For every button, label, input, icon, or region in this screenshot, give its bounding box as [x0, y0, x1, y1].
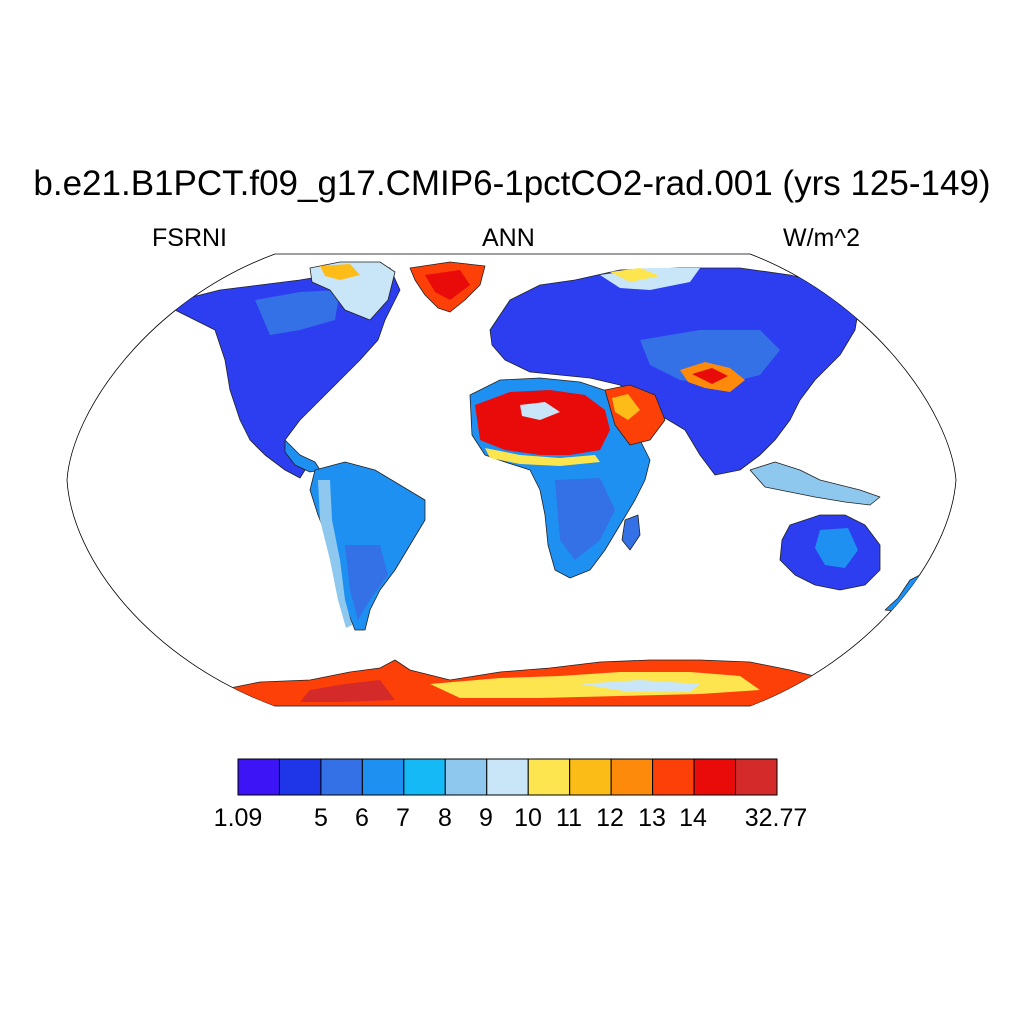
region-new-zealand [884, 574, 926, 613]
colorbar-label: 1.09 [213, 804, 263, 832]
colorbar-box [486, 758, 529, 796]
region-madagascar [621, 514, 641, 551]
colorbar-label: 14 [679, 804, 707, 832]
colorbar-label: 9 [479, 804, 493, 832]
colorbar-label: 10 [514, 804, 542, 832]
colorbar-box [237, 758, 280, 796]
colorbar-box [652, 758, 695, 796]
variable-label: FSRNI [152, 224, 227, 252]
region-north-america-highlands [255, 290, 340, 335]
colorbar-box [361, 758, 405, 796]
colorbar-label: 11 [556, 804, 582, 832]
colorbar-box [610, 758, 654, 796]
region-maritime-se-asia [749, 461, 881, 506]
region-arctic-coast-warm [610, 268, 660, 282]
region-sahara [475, 390, 610, 455]
colorbar-label: 13 [638, 804, 666, 832]
colorbar-box [444, 758, 488, 796]
figure-title: b.e21.B1PCT.f09_g17.CMIP6-1pctCO2-rad.00… [33, 164, 991, 203]
region-sahara-pale [520, 402, 560, 420]
region-greenland-core [425, 270, 470, 300]
region-central-africa [555, 478, 615, 560]
colorbar-box [278, 758, 322, 796]
colorbar-label: 5 [314, 804, 328, 832]
units-label: W/m^2 [783, 224, 861, 252]
region-antarctica-ice [580, 680, 700, 692]
region-south-america-south [345, 545, 388, 620]
colorbar-box [693, 758, 737, 796]
colorbar-box [403, 758, 446, 796]
colorbar-label: 6 [355, 804, 369, 832]
region-south-america-andes [318, 480, 352, 628]
colorbar-box [735, 758, 778, 796]
region-antarctica-hot [300, 680, 395, 702]
colorbar [237, 758, 778, 796]
colorbar-label: 7 [396, 804, 410, 832]
region-tibet-core [692, 368, 728, 384]
region-arabia-pale [612, 394, 640, 420]
region-australia-interior [815, 528, 858, 568]
colorbar-box [527, 758, 571, 796]
colorbar-label: 8 [438, 804, 452, 832]
season-label: ANN [482, 224, 535, 252]
colorbar-label: 12 [596, 804, 624, 832]
region-arctic-islands-warm [320, 264, 360, 280]
colorbar-label: 32.77 [744, 804, 808, 832]
region-central-asia [640, 330, 780, 385]
colorbar-box [569, 758, 612, 796]
colorbar-box [320, 758, 363, 796]
region-sahara-edge [485, 448, 600, 466]
